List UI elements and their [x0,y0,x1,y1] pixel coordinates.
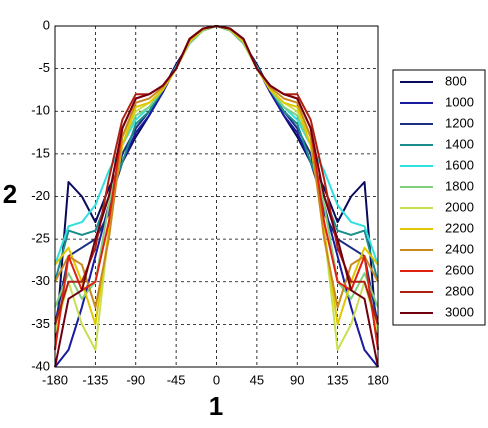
y-tick-label: -15 [31,145,50,160]
legend-label: 800 [445,73,467,88]
x-tick-label: 135 [327,372,349,387]
y-axis-title: 2 [3,179,17,209]
y-tick-label: -10 [31,103,50,118]
legend-label: 3000 [445,304,474,319]
legend-label: 1800 [445,178,474,193]
x-tick-label: 180 [367,372,389,387]
legend-label: 2000 [445,199,474,214]
legend-box [392,69,486,326]
x-tick-label: 45 [250,372,264,387]
legend-label: 1600 [445,157,474,172]
plot-frame [54,25,379,368]
y-tick-label: 0 [43,17,50,32]
legend-label: 2800 [445,283,474,298]
legend-label: 1200 [445,115,474,130]
x-tick-label: -45 [167,372,186,387]
legend-label: 2400 [445,241,474,256]
x-tick-label: -180 [42,372,68,387]
y-tick-label: -25 [31,231,50,246]
x-tick-label: 0 [213,372,220,387]
legend-label: 2200 [445,220,474,235]
y-tick-label: -30 [31,273,50,288]
y-tick-label: -20 [31,188,50,203]
x-tick-label: 90 [290,372,304,387]
x-tick-label: -135 [82,372,108,387]
legend-label: 1400 [445,136,474,151]
y-tick-label: -40 [31,358,50,373]
x-axis-title: 1 [209,391,223,421]
y-tick-label: -35 [31,316,50,331]
y-tick-label: -5 [38,60,50,75]
legend-label: 2600 [445,262,474,277]
legend-label: 1000 [445,94,474,109]
x-tick-label: -90 [126,372,145,387]
